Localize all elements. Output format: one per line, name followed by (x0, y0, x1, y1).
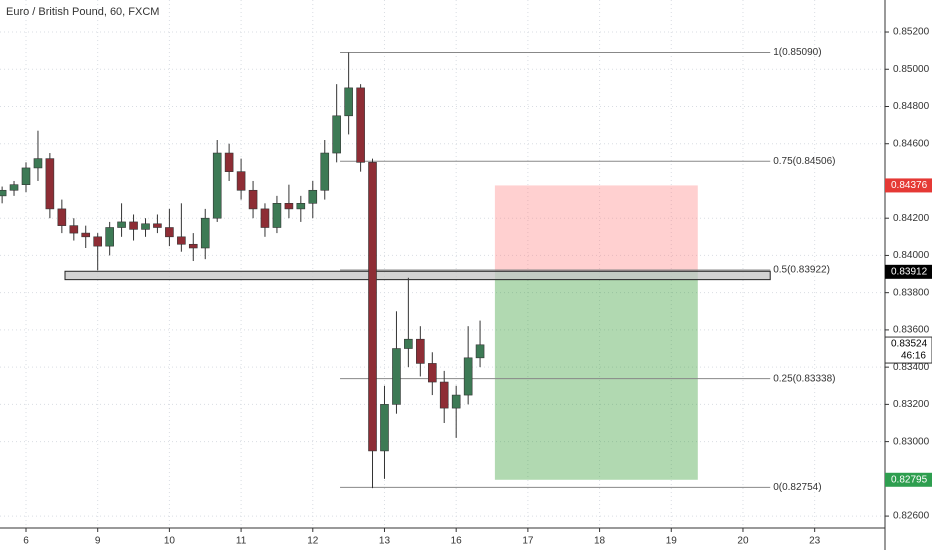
candle-body (428, 363, 437, 383)
candle-body (45, 158, 55, 210)
candle-body (93, 236, 102, 247)
candle-body (0, 189, 7, 197)
candle-body (129, 221, 138, 230)
candle-body (153, 223, 162, 228)
candle-body (380, 404, 389, 452)
support-zone (64, 270, 771, 281)
candle-body (21, 167, 31, 185)
x-tick-label: 13 (379, 536, 391, 547)
countdown: 46:16 (901, 351, 926, 362)
candle-body (451, 394, 461, 409)
price-badge (885, 178, 932, 193)
price-badge-label: 0.82795 (891, 474, 928, 485)
x-tick-label: 18 (594, 536, 606, 547)
candle-body (9, 184, 19, 191)
candle-body (248, 189, 258, 210)
x-tick-label: 20 (737, 536, 749, 547)
candle-body (141, 223, 150, 230)
candle-body (212, 152, 222, 219)
fib-label: 0(0.82754) (773, 482, 821, 493)
candle-body (463, 357, 473, 396)
y-tick-label: 0.83600 (893, 325, 930, 336)
candle-body (332, 115, 341, 154)
y-tick-label: 0.83400 (893, 362, 930, 373)
candle-body (200, 217, 210, 249)
price-badge-label: 0.83524 (891, 339, 928, 350)
price-badge (884, 336, 932, 364)
candle-body (57, 208, 67, 226)
x-tick-label: 9 (95, 536, 101, 547)
candle-body (33, 158, 43, 169)
fib-label: 0.25(0.83338) (773, 373, 835, 384)
y-tick-label: 0.83000 (893, 436, 930, 447)
candle-body (356, 87, 365, 163)
y-tick-label: 0.83200 (893, 399, 930, 410)
y-tick-label: 0.82600 (893, 511, 930, 522)
candle-body (224, 152, 234, 172)
candle-body (105, 227, 114, 247)
y-tick-label: 0.85200 (893, 27, 930, 38)
candle-body (236, 171, 246, 191)
candle-body (344, 87, 353, 117)
candle-body (296, 203, 306, 210)
candle-body (404, 338, 413, 349)
price-badge-label: 0.83912 (891, 266, 928, 277)
candle-body (392, 348, 401, 405)
candle-body (188, 243, 198, 249)
candle-body (308, 189, 318, 204)
fib-label: 0.5(0.83922) (773, 265, 830, 276)
x-tick-label: 23 (809, 536, 821, 547)
price-badge (885, 472, 932, 487)
x-tick-label: 12 (307, 536, 319, 547)
candle-body (272, 203, 282, 228)
y-tick-label: 0.84200 (893, 213, 930, 224)
y-tick-label: 0.85000 (893, 64, 930, 75)
x-tick-label: 6 (23, 536, 29, 547)
candle-body (320, 152, 330, 191)
price-badge-label: 0.84376 (891, 180, 928, 191)
fib-label: 0.75(0.84506) (773, 156, 835, 167)
candle-body (416, 338, 425, 364)
candle-body (177, 236, 186, 245)
y-tick-label: 0.84000 (893, 250, 930, 261)
x-tick-label: 17 (522, 536, 534, 547)
fib-label: 1(0.85090) (773, 47, 821, 58)
chart-title: Euro / British Pound, 60, FXCM (6, 6, 159, 18)
x-tick-label: 19 (666, 536, 678, 547)
x-tick-label: 16 (451, 536, 463, 547)
candle-body (439, 381, 449, 409)
y-tick-label: 0.83800 (893, 287, 930, 298)
y-tick-label: 0.84800 (893, 101, 930, 112)
candle-body (475, 344, 485, 359)
candle-body (69, 225, 79, 234)
risk-area (494, 185, 698, 272)
candle-body (165, 227, 174, 238)
candle-body (368, 162, 377, 452)
candle-body (81, 232, 91, 238)
candle-body (117, 221, 126, 228)
x-tick-label: 10 (164, 536, 176, 547)
y-tick-label: 0.84600 (893, 138, 930, 149)
candle-body (284, 203, 294, 210)
reward-area (494, 271, 698, 480)
price-badge (885, 264, 932, 279)
x-tick-label: 11 (236, 536, 247, 547)
candle-body (260, 208, 270, 228)
